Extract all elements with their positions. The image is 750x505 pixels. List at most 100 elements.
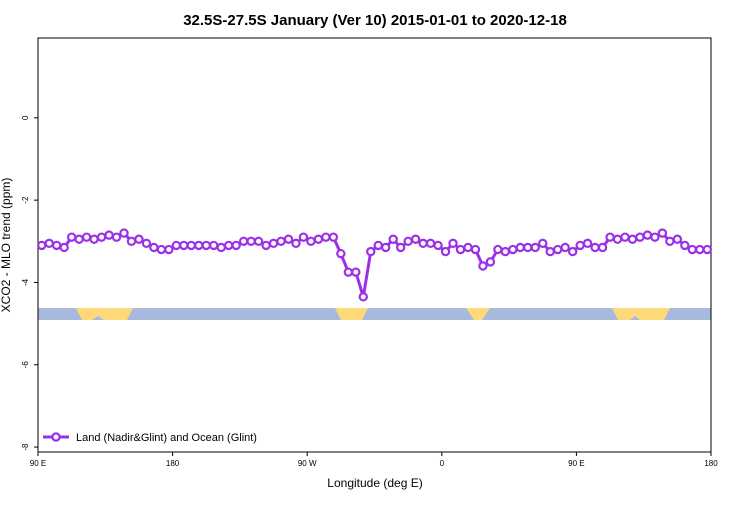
data-point	[680, 240, 690, 251]
data-point	[687, 244, 698, 255]
chart-title: 32.5S-27.5S January (Ver 10) 2015-01-01 …	[183, 12, 567, 29]
data-point	[381, 242, 391, 253]
legend-marker	[51, 432, 61, 442]
data-point	[104, 230, 114, 240]
data-point	[164, 244, 174, 255]
data-point	[448, 238, 458, 249]
x-axis-label: Longitude (deg E)	[327, 476, 422, 490]
data-point	[89, 234, 99, 244]
data-point	[134, 234, 144, 244]
data-point	[209, 240, 219, 251]
data-point	[216, 242, 226, 253]
data-point	[425, 238, 436, 249]
data-point	[119, 228, 129, 238]
data-point	[156, 244, 167, 255]
data-point	[298, 232, 309, 242]
data-point	[695, 244, 705, 255]
data-point	[478, 261, 488, 271]
data-point	[620, 232, 630, 242]
data-point	[508, 244, 518, 255]
data-point	[351, 267, 361, 277]
data-point	[276, 236, 286, 246]
data-point	[343, 267, 354, 277]
y-tick-label: -2	[21, 196, 30, 204]
data-point	[418, 238, 428, 249]
data-point	[612, 234, 623, 244]
data-point	[268, 238, 279, 249]
data-point	[246, 236, 256, 246]
data-point	[81, 232, 92, 242]
x-tick-label: 0	[440, 459, 445, 468]
data-point	[358, 292, 368, 302]
land-band	[76, 308, 133, 320]
data-point	[455, 244, 466, 255]
x-tick-label: 180	[166, 459, 180, 468]
data-point	[523, 242, 533, 253]
data-point	[538, 238, 548, 249]
data-point	[328, 232, 339, 242]
data-point	[440, 246, 451, 257]
y-tick-label: -4	[21, 278, 30, 286]
x-tick-label: 90 E	[30, 459, 46, 468]
y-tick-label: -6	[21, 361, 30, 369]
data-point	[37, 240, 47, 251]
data-point	[672, 234, 683, 244]
data-point	[395, 242, 406, 253]
data-point	[111, 232, 122, 242]
data-point	[463, 242, 473, 253]
data-point	[515, 242, 526, 253]
data-point	[373, 240, 383, 251]
data-point	[388, 234, 398, 244]
data-point	[665, 236, 675, 246]
data-point	[223, 240, 234, 251]
x-tick-label: 180	[704, 459, 718, 468]
data-point	[410, 234, 421, 244]
x-tick-label: 90 E	[568, 459, 584, 468]
data-point	[171, 240, 182, 251]
data-point	[74, 234, 84, 244]
data-point	[261, 240, 271, 251]
land-band	[612, 308, 670, 320]
data-point	[575, 240, 585, 251]
data-point	[253, 236, 264, 246]
data-point	[96, 232, 107, 242]
data-point	[313, 234, 324, 244]
data-point	[560, 242, 570, 253]
data-point	[186, 240, 196, 251]
data-point	[500, 246, 511, 257]
data-point	[605, 232, 615, 242]
surface-band	[38, 308, 711, 320]
data-point	[51, 240, 62, 251]
data-point	[650, 232, 660, 242]
data-point	[567, 246, 578, 257]
data-point	[433, 240, 443, 251]
data-point	[149, 242, 159, 253]
y-tick-label: 0	[21, 115, 30, 120]
data-point	[627, 234, 638, 244]
x-tick-label: 90 W	[298, 459, 317, 468]
data-point	[545, 246, 555, 257]
data-point	[306, 236, 316, 246]
data-point	[59, 242, 69, 253]
data-point	[642, 230, 653, 240]
data-point	[179, 240, 189, 251]
data-point	[657, 228, 668, 238]
data-point	[321, 232, 331, 242]
data-point	[597, 242, 608, 253]
data-point	[590, 242, 600, 253]
data-point	[702, 244, 712, 255]
y-axis-label: XCO2 - MLO trend (ppm)	[0, 178, 13, 313]
y-tick-label: -8	[21, 443, 30, 451]
data-point	[194, 240, 204, 251]
data-point	[201, 240, 211, 251]
ocean-band	[38, 308, 711, 320]
data-point	[44, 238, 54, 249]
data-point	[66, 232, 77, 242]
data-point	[470, 244, 481, 255]
data-point	[336, 248, 346, 259]
data-point	[485, 257, 496, 267]
data-point	[238, 236, 249, 246]
data-point	[582, 238, 593, 249]
